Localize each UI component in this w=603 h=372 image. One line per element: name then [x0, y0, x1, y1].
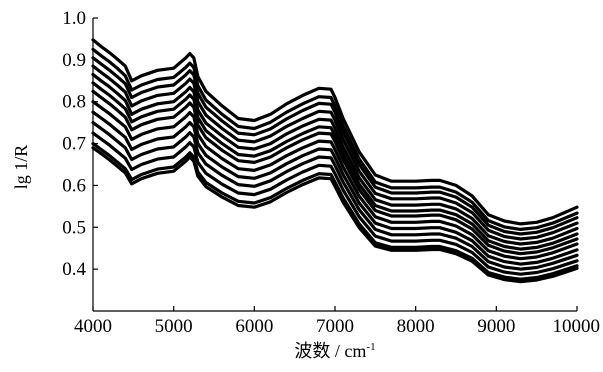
y-tick-label-0.8: 0.8: [62, 92, 86, 113]
x-ticks: 4000 5000 6000 7000 8000 9000 10000: [74, 306, 600, 337]
x-tick-label-4000: 4000: [74, 316, 112, 337]
spectrum-line-3: [91, 56, 579, 236]
spectrum-line-13: [91, 146, 579, 284]
spectrum-line-1: [91, 38, 579, 226]
x-tick-label-9000: 9000: [477, 316, 515, 337]
y-tick-label-0.5: 0.5: [62, 217, 86, 238]
x-tick-label-8000: 8000: [397, 316, 435, 337]
x-axis-label-superscript: -1: [366, 341, 375, 353]
x-tick-label-6000: 6000: [235, 316, 273, 337]
y-tick-label-0.9: 0.9: [62, 50, 86, 71]
y-tick-label-0.4: 0.4: [62, 259, 86, 280]
y-ticks: 0.4 0.5 0.6 0.7 0.8 0.9 1.0: [62, 8, 98, 280]
x-tick-label-5000: 5000: [155, 316, 193, 337]
spectrum-line-8: [91, 100, 579, 261]
y-tick-label-1.0: 1.0: [62, 8, 86, 29]
spectrum-line-9: [91, 110, 579, 266]
spectrum-line-2: [91, 47, 579, 231]
spectrum-line-5: [91, 72, 579, 246]
spectrum-line-7: [91, 89, 579, 256]
spectrum-line-6: [91, 81, 579, 251]
x-tick-label-10000: 10000: [553, 316, 601, 337]
spectrum-line-11: [91, 131, 579, 276]
spectra-lines: [91, 38, 579, 284]
y-tick-label-0.6: 0.6: [62, 175, 86, 196]
x-axis-label-text: 波数 / cm: [294, 341, 366, 361]
y-tick-label-0.7: 0.7: [62, 134, 86, 155]
x-axis-label: 波数 / cm-1: [294, 341, 375, 361]
y-axis-label: lg 1/R: [11, 145, 31, 190]
spectrum-line-10: [91, 121, 579, 271]
spectrum-line-12: [91, 142, 579, 281]
spectrum-line-4: [91, 64, 579, 241]
x-tick-label-7000: 7000: [316, 316, 354, 337]
